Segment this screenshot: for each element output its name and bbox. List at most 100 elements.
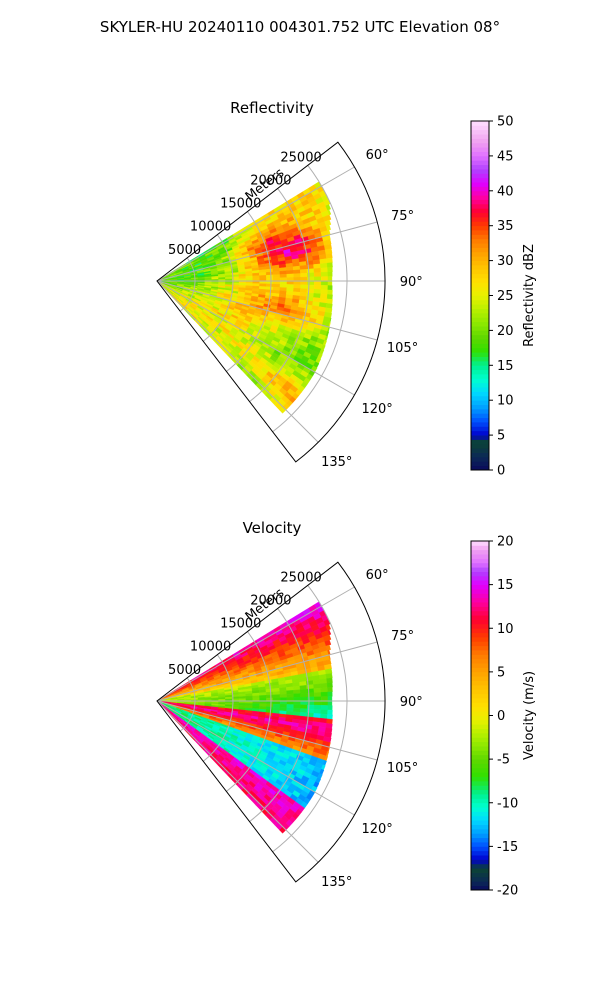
field-cell xyxy=(307,705,314,709)
colorbar-swatch xyxy=(471,226,489,231)
colorbar-swatch xyxy=(471,611,489,616)
colorbar-swatch xyxy=(471,138,489,143)
colorbar-swatch xyxy=(471,182,489,187)
azimuth-tick-label: 60° xyxy=(366,148,389,163)
colorbar-swatch xyxy=(471,676,489,681)
colorbar-swatch xyxy=(471,737,489,742)
colorbar-swatch xyxy=(471,816,489,821)
colorbar-swatch xyxy=(471,620,489,625)
colorbar-swatch xyxy=(471,798,489,803)
colorbar-swatch xyxy=(471,672,489,677)
colorbar-swatch xyxy=(471,134,489,139)
colorbar-swatch xyxy=(471,790,489,795)
field-cell xyxy=(287,690,294,694)
azimuth-tick-label: 75° xyxy=(391,209,414,224)
field-cell xyxy=(313,684,320,689)
colorbar-swatch xyxy=(471,217,489,222)
colorbar-swatch xyxy=(471,646,489,651)
field-cell xyxy=(307,285,314,289)
colorbar-tick-label: 45 xyxy=(497,149,514,164)
colorbar-swatch xyxy=(471,370,489,375)
colorbar-swatch xyxy=(471,343,489,348)
field-cell xyxy=(301,697,308,701)
colorbar-swatch xyxy=(471,439,489,444)
colorbar-swatch xyxy=(471,444,489,449)
colorbar-swatch xyxy=(471,851,489,856)
colorbar-tick-label: 25 xyxy=(497,289,514,304)
field-cell xyxy=(314,705,321,709)
field-cell xyxy=(301,701,308,705)
colorbar-swatch xyxy=(471,654,489,659)
colorbar-swatch xyxy=(471,453,489,458)
field-cell xyxy=(321,268,328,273)
colorbar-swatch xyxy=(471,580,489,585)
azimuth-tick-label: 60° xyxy=(366,568,389,583)
colorbar-swatch xyxy=(471,191,489,196)
azimuth-tick-label: 120° xyxy=(361,402,392,417)
field-cell xyxy=(321,701,328,705)
field-cell xyxy=(287,277,294,281)
colorbar-swatch xyxy=(471,265,489,270)
field-cell xyxy=(314,692,321,696)
colorbar-swatch xyxy=(471,313,489,318)
colorbar-swatch xyxy=(471,378,489,383)
colorbar-swatch xyxy=(471,663,489,668)
field-cell xyxy=(280,281,287,284)
field-cell xyxy=(328,281,332,286)
field-cell xyxy=(321,277,328,281)
colorbar-swatch xyxy=(471,304,489,309)
colorbar-swatch xyxy=(471,541,489,546)
colorbar-swatch xyxy=(471,558,489,563)
colorbar-swatch xyxy=(471,326,489,331)
colorbar-swatch xyxy=(471,724,489,729)
field-cell xyxy=(321,697,328,701)
colorbar-tick-label: 15 xyxy=(497,578,514,593)
colorbar-swatch xyxy=(471,716,489,721)
colorbar-swatch xyxy=(471,750,489,755)
colorbar-swatch xyxy=(471,339,489,344)
field-cell xyxy=(328,272,333,277)
colorbar-tick-label: -10 xyxy=(497,796,518,811)
colorbar-swatch xyxy=(471,781,489,786)
colorbar-swatch xyxy=(471,173,489,178)
azimuth-tick-label: 135° xyxy=(321,875,352,890)
field-cell xyxy=(300,689,307,693)
colorbar-tick-label: 0 xyxy=(497,464,505,479)
colorbar-swatch xyxy=(471,855,489,860)
field-cell xyxy=(314,277,321,281)
colorbar-swatch xyxy=(471,825,489,830)
colorbar-swatch xyxy=(471,729,489,734)
colorbar-swatch xyxy=(471,435,489,440)
field-cell xyxy=(307,693,314,697)
field-cell xyxy=(273,275,280,278)
radar-field xyxy=(157,602,333,834)
field-cell xyxy=(266,275,273,278)
colorbar-swatch xyxy=(471,694,489,699)
field-cell xyxy=(294,697,301,701)
colorbar-swatch xyxy=(471,121,489,126)
colorbar-swatch xyxy=(471,357,489,362)
colorbar-swatch xyxy=(471,873,489,878)
colorbar-swatch xyxy=(471,125,489,130)
colorbar-swatch xyxy=(471,615,489,620)
field-cell xyxy=(307,689,314,693)
azimuth-tick-label: 120° xyxy=(361,822,392,837)
field-cell xyxy=(300,705,307,709)
field-cell xyxy=(266,692,273,695)
colorbar-swatch xyxy=(471,130,489,135)
colorbar-swatch xyxy=(471,624,489,629)
colorbar-swatch xyxy=(471,598,489,603)
colorbar-swatch xyxy=(471,291,489,296)
colorbar-swatch xyxy=(471,278,489,283)
colorbar-swatch xyxy=(471,785,489,790)
colorbar-swatch xyxy=(471,361,489,366)
field-cell xyxy=(259,275,266,278)
field-cell xyxy=(246,696,253,699)
colorbar-swatch xyxy=(471,317,489,322)
colorbar-tick-label: -5 xyxy=(497,753,510,768)
colorbar-swatch xyxy=(471,707,489,712)
colorbar-swatch xyxy=(471,282,489,287)
colorbar-swatch xyxy=(471,820,489,825)
field-cell xyxy=(327,714,333,719)
colorbar-swatch xyxy=(471,742,489,747)
